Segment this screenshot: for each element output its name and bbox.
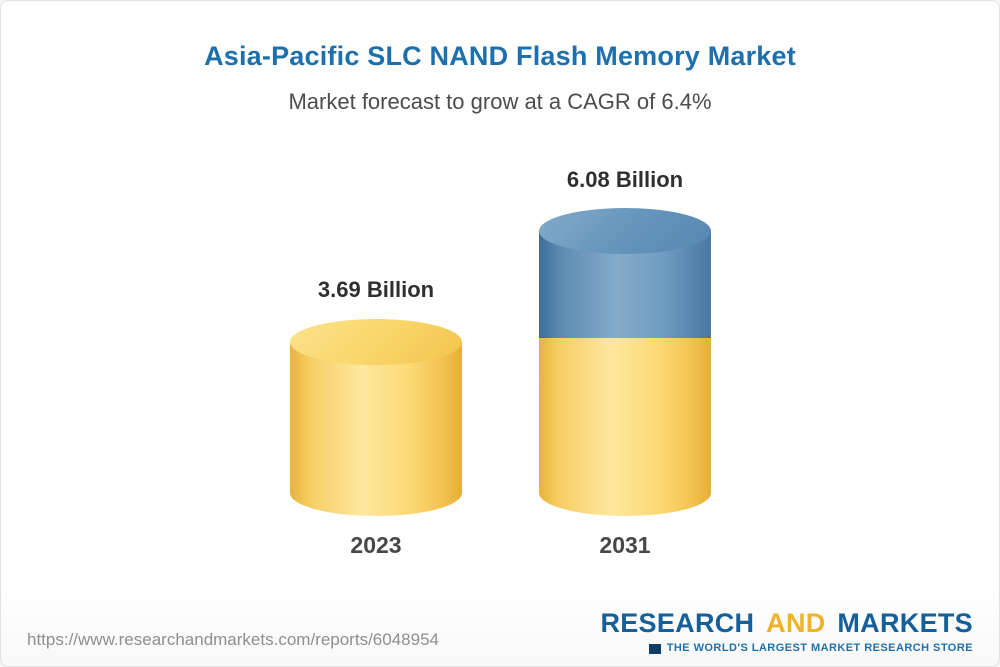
bar-2031 — [539, 208, 711, 516]
bar-2023 — [290, 319, 462, 516]
logo-tagline-marker-icon — [648, 643, 661, 654]
value-label-2031: 6.08 Billion — [566, 167, 684, 192]
logo-word-markets: MARKETS — [837, 608, 973, 638]
logo-word-research: RESEARCH — [600, 608, 755, 638]
bar-2023-body — [290, 342, 462, 516]
logo-wordmark: RESEARCH AND MARKETS — [600, 610, 973, 637]
value-label-2023: 3.69 Billion — [317, 277, 435, 302]
logo-word-and: AND — [766, 608, 826, 638]
bar-2031-base-segment — [539, 338, 711, 516]
category-label-2031: 2031 — [599, 532, 651, 558]
logo-tagline-text: THE WORLD'S LARGEST MARKET RESEARCH STOR… — [666, 642, 973, 654]
bar-2031-cap — [539, 208, 711, 254]
bar-2023-cap — [290, 319, 462, 365]
research-and-markets-logo: RESEARCH AND MARKETS THE WORLD'S LARGEST… — [600, 610, 973, 654]
category-label-2023: 2023 — [350, 532, 402, 558]
page-title: Asia-Pacific SLC NAND Flash Memory Marke… — [204, 41, 796, 71]
report-url-link[interactable]: https://www.researchandmarkets.com/repor… — [27, 630, 439, 649]
logo-tagline: THE WORLD'S LARGEST MARKET RESEARCH STOR… — [600, 643, 973, 654]
page-subtitle: Market forecast to grow at a CAGR of 6.4… — [288, 89, 712, 114]
